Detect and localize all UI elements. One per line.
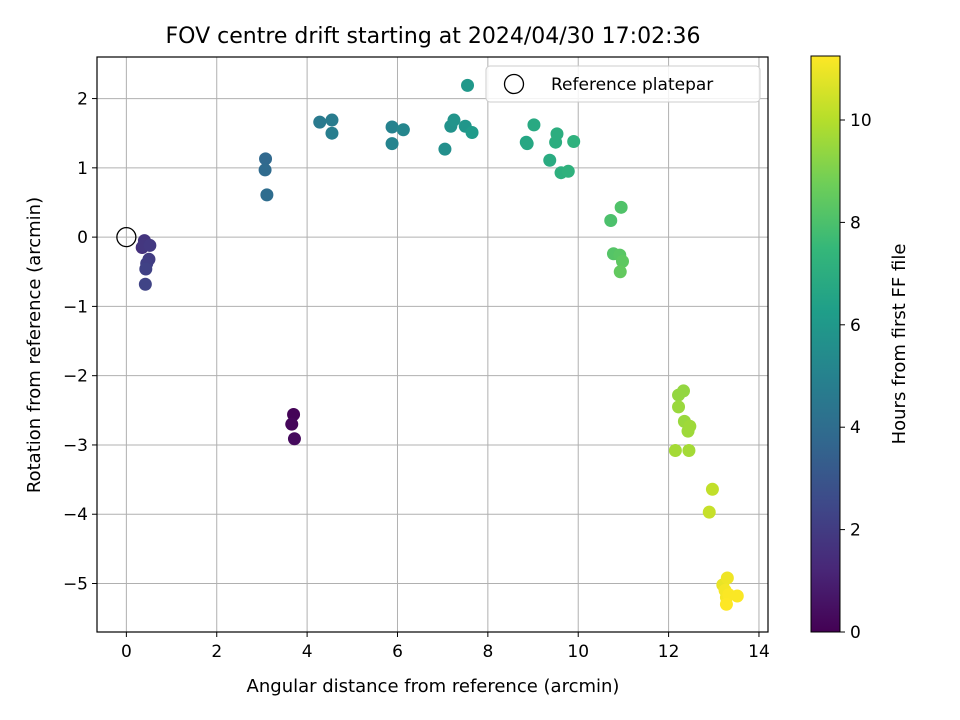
data-point [681,424,695,438]
legend-entry-label: Reference platepar [551,75,713,95]
x-tick-label: 4 [302,642,313,662]
x-tick-label: 2 [211,642,222,662]
data-point [325,113,339,127]
x-tick-label: 14 [748,642,770,662]
data-point [682,443,696,457]
reference-marker-layer [116,226,137,248]
y-axis-label: Rotation from reference (arcmin) [24,197,45,493]
y-tick-label: −5 [63,575,88,595]
data-point [613,265,627,279]
y-tick-label: 2 [77,90,88,110]
colorbar-gradient [810,55,841,633]
data-point [438,142,452,156]
y-tick-label: −2 [63,367,88,387]
data-point [614,200,628,214]
data-point [720,571,734,585]
colorbar-tick-label: 8 [850,213,861,233]
y-tick-label: −4 [63,505,88,525]
data-point [385,120,399,134]
data-point [730,589,744,603]
y-tick-label: 0 [77,228,88,248]
data-point [702,505,716,519]
colorbar-tick-label: 4 [850,418,861,438]
data-points [135,78,744,611]
x-axis-ticks: 0 2 4 6 8 10 12 14 [121,632,770,662]
x-tick-label: 12 [658,642,680,662]
colorbar-label: Hours from first FF file [889,244,910,445]
x-tick-label: 6 [392,642,403,662]
chart-title: FOV centre drift starting at 2024/04/30 … [166,24,701,49]
data-point [258,163,272,177]
data-point [143,238,157,252]
y-tick-label: −1 [63,297,88,317]
data-point [672,400,686,414]
colorbar-tick-label: 6 [850,316,861,336]
data-point [719,597,733,611]
data-point [313,115,327,129]
data-point [139,262,153,276]
data-point [385,137,399,151]
x-axis-label: Angular distance from reference (arcmin) [247,676,620,697]
data-point [550,127,564,141]
data-point [604,213,618,227]
x-tick-label: 10 [567,642,589,662]
data-point [668,443,682,457]
data-point [677,384,691,398]
colorbar-tick-label: 0 [850,623,861,643]
data-point [543,153,557,167]
data-point [567,135,581,149]
legend: Reference platepar [485,65,761,103]
data-point [447,113,461,127]
legend-box [485,65,761,103]
data-point [705,482,719,496]
data-point [616,254,630,268]
x-tick-label: 0 [121,642,132,662]
colorbar-ticks: 0 2 4 6 8 10 [840,111,872,643]
data-point [260,188,274,202]
colorbar-tick-label: 10 [850,111,872,131]
data-point [461,78,475,92]
x-tick-label: 8 [482,642,493,662]
data-point [138,277,152,291]
y-axis-ticks: −5 −4 −3 −2 −1 0 1 2 [63,90,97,595]
legend-reference-marker [503,73,525,95]
y-tick-label: −3 [63,436,88,456]
data-point [527,118,541,132]
data-point [465,126,479,140]
plot-frame [96,56,769,633]
grid [97,57,768,632]
y-tick-label: 1 [77,159,88,179]
data-point [259,152,273,166]
data-point [325,126,339,140]
colorbar-tick-label: 2 [850,521,861,541]
colorbar: 0 2 4 6 8 10 Hours from first FF file [810,55,910,643]
data-point [396,123,410,137]
data-point [520,137,534,151]
data-point [287,407,301,421]
reference-platepar-marker [116,226,137,248]
data-point [287,432,301,446]
data-point [561,164,575,178]
data-point [285,417,299,431]
